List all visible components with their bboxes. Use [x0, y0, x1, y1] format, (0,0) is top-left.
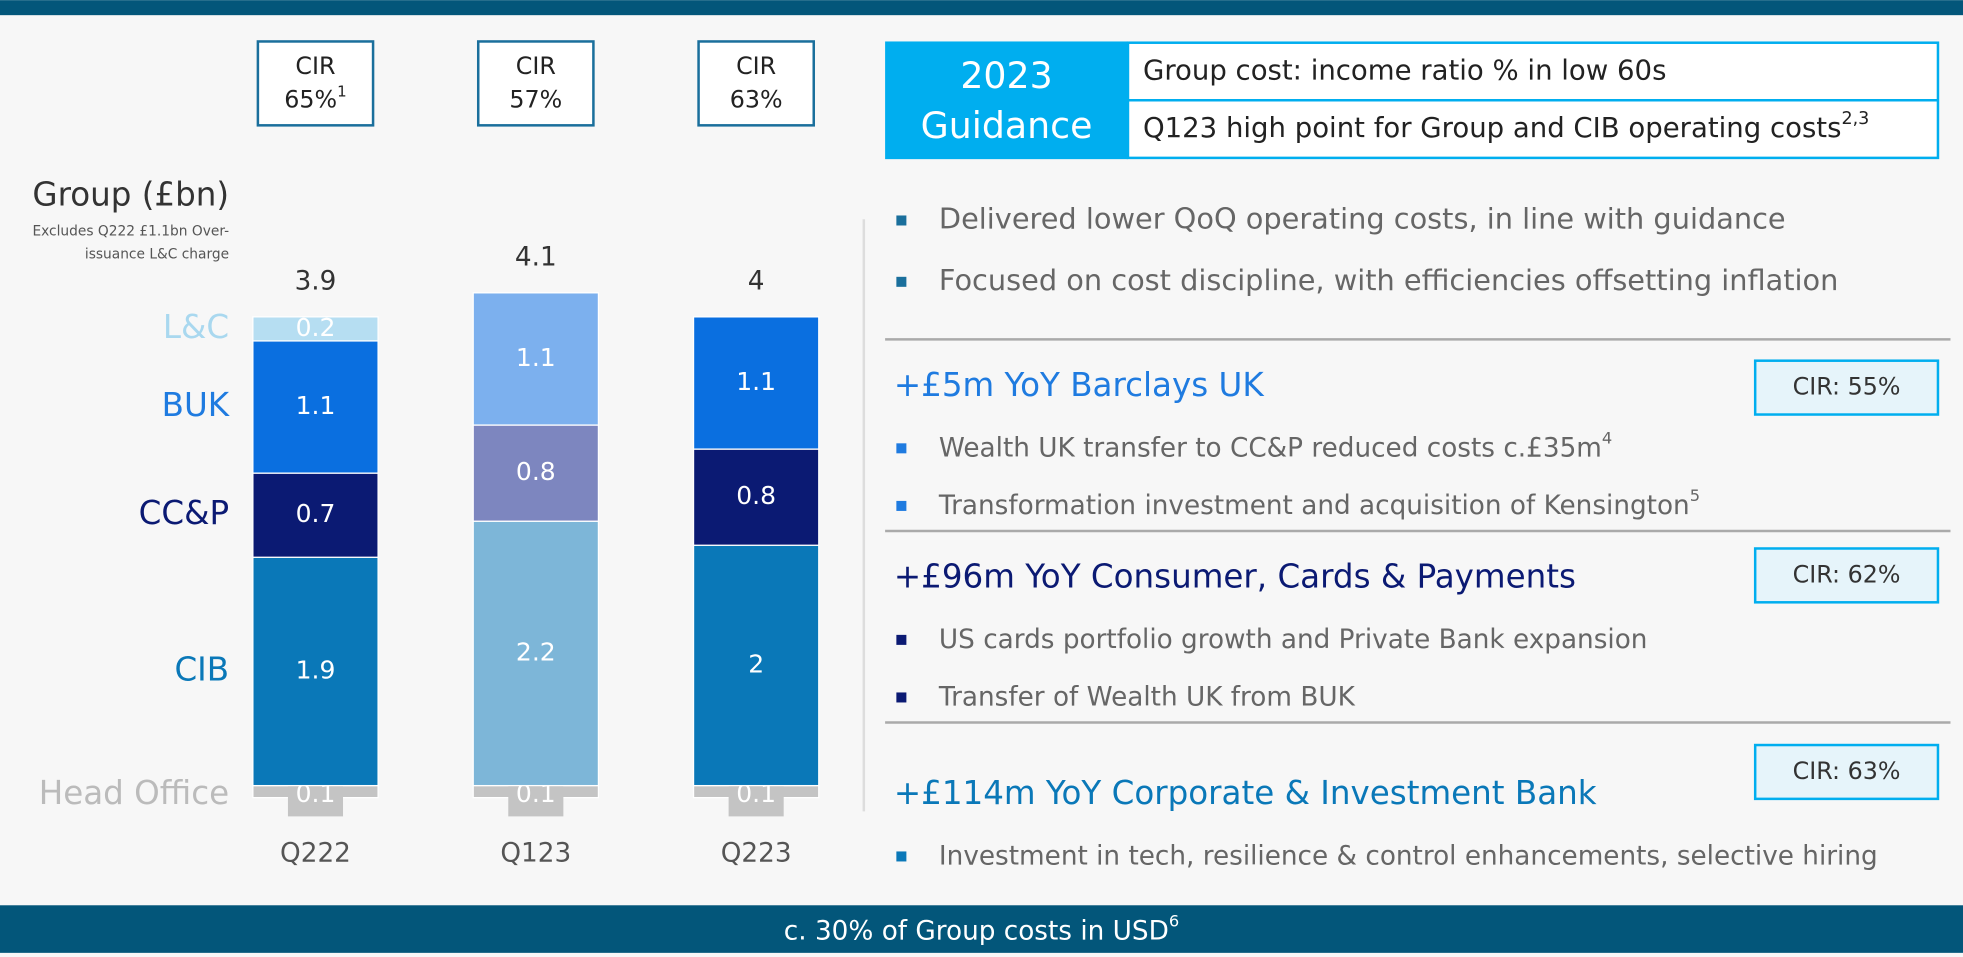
cir-box	[256, 40, 375, 127]
cir-value-sup: 1	[337, 82, 347, 100]
cir-value-text: 63%	[730, 85, 783, 113]
bar-segment	[252, 556, 379, 787]
bullet-square	[896, 443, 907, 454]
chart-title: Group (£bn)	[32, 176, 229, 214]
cir-value: 57%	[509, 85, 562, 113]
cir-label: CIR	[295, 52, 335, 80]
bullet-square	[896, 500, 907, 511]
section-heading: +£5m YoY Barclays UK	[894, 366, 1265, 404]
guidance-row: Group cost: income ratio % in low 60s	[1143, 55, 1666, 87]
section-bullet: Transfer of Wealth UK from BUK	[938, 682, 1356, 712]
cir-text: CIR: 55%	[1793, 373, 1901, 401]
section-bullet-text: Wealth UK transfer to CC&P reduced costs…	[939, 433, 1602, 463]
cir-text: CIR: 63%	[1793, 757, 1901, 785]
cir-value-text: 57%	[509, 85, 562, 113]
cir-box	[1753, 743, 1940, 801]
bar-total: 3.9	[295, 266, 337, 296]
guidance-row-text: Group cost: income ratio % in low 60s	[1143, 55, 1666, 87]
segment-label: 2.2	[516, 637, 556, 666]
guidance-label: Guidance	[921, 104, 1093, 147]
guidance-row-text: Q123 high point for Group and CIB operat…	[1143, 112, 1841, 144]
top-band	[0, 0, 1963, 16]
series-name: CC&P	[139, 494, 229, 532]
section-bullet-text: Investment in tech, resilience & control…	[939, 841, 1878, 871]
bullet-square	[896, 692, 907, 703]
section-bullet-text: US cards portfolio growth and Private Ba…	[939, 624, 1648, 654]
series-name: CIB	[174, 650, 229, 688]
cir-box	[476, 40, 595, 127]
bar-segment	[472, 292, 600, 426]
x-tick-label: Q223	[721, 838, 792, 868]
bar-total: 4	[748, 266, 765, 296]
segment-label: 0.8	[516, 457, 556, 486]
chart-note: issuance L&C charge	[85, 246, 229, 262]
cir-box	[1753, 359, 1940, 416]
x-tick-label: Q123	[500, 838, 571, 868]
bar-segment	[692, 316, 820, 450]
series-name: Head Office	[39, 774, 229, 812]
bullet-square	[896, 215, 907, 226]
bullet-square	[896, 276, 907, 287]
section-heading: +£114m YoY Corporate & Investment Bank	[894, 774, 1597, 812]
bar-segment	[252, 316, 379, 342]
section-bullet-sup: 4	[1602, 428, 1612, 447]
cir-box	[697, 40, 815, 127]
segment-label: 1.1	[516, 343, 556, 372]
bullet-square	[896, 851, 907, 862]
cir-text: CIR: 62%	[1793, 561, 1901, 589]
segment-label: 0.8	[736, 481, 776, 510]
bar-total: 4.1	[515, 242, 557, 272]
section-bullet: Transformation investment and acquisitio…	[938, 485, 1700, 520]
segment-label: 1.1	[736, 367, 776, 396]
bar-segment	[252, 340, 379, 474]
cir-value: 65%1	[284, 82, 346, 113]
section-bullet-text: Transfer of Wealth UK from BUK	[938, 682, 1356, 712]
cir-label: CIR	[516, 52, 556, 80]
footer-text: c. 30% of Group costs in USD6	[784, 911, 1179, 946]
section-bullet: Investment in tech, resilience & control…	[939, 841, 1878, 871]
segment-label: 1.9	[296, 655, 336, 684]
chart-note: Excludes Q222 £1.1bn Over-	[32, 224, 229, 240]
cir-label: CIR	[736, 52, 776, 80]
bar-segment	[692, 448, 820, 546]
cir-value-text: 65%	[284, 85, 337, 113]
guidance-row-sup: 2,3	[1841, 109, 1869, 129]
segment-label: 1.1	[296, 391, 336, 420]
bullet-text: Focused on cost discipline, with efficie…	[939, 263, 1838, 297]
section-bullet-sup: 5	[1690, 485, 1700, 504]
section-heading: +£96m YoY Consumer, Cards & Payments	[894, 558, 1576, 596]
section-bullet: Wealth UK transfer to CC&P reduced costs…	[939, 428, 1612, 463]
footer-band	[0, 905, 1963, 953]
segment-label: 0.7	[296, 499, 336, 528]
x-tick-label: Q222	[280, 838, 351, 868]
segment-label: 0.2	[296, 313, 336, 342]
guidance-badge	[885, 41, 1128, 160]
guidance-year: 2023	[960, 54, 1052, 97]
series-name: L&C	[163, 308, 229, 346]
guidance-row: Q123 high point for Group and CIB operat…	[1143, 109, 1869, 144]
series-name: BUK	[162, 386, 231, 424]
section-bullet-text: Transformation investment and acquisitio…	[938, 490, 1690, 520]
bar-segment	[692, 544, 820, 787]
cir-box	[1753, 547, 1940, 604]
bullet-square	[896, 634, 907, 645]
bar-segment	[472, 520, 600, 787]
bar-segment	[472, 424, 600, 522]
section-bullet: US cards portfolio growth and Private Ba…	[939, 624, 1648, 654]
cir-value: 63%	[730, 85, 783, 113]
bullet-text: Delivered lower QoQ operating costs, in …	[939, 201, 1786, 235]
segment-label: 2	[748, 649, 764, 678]
